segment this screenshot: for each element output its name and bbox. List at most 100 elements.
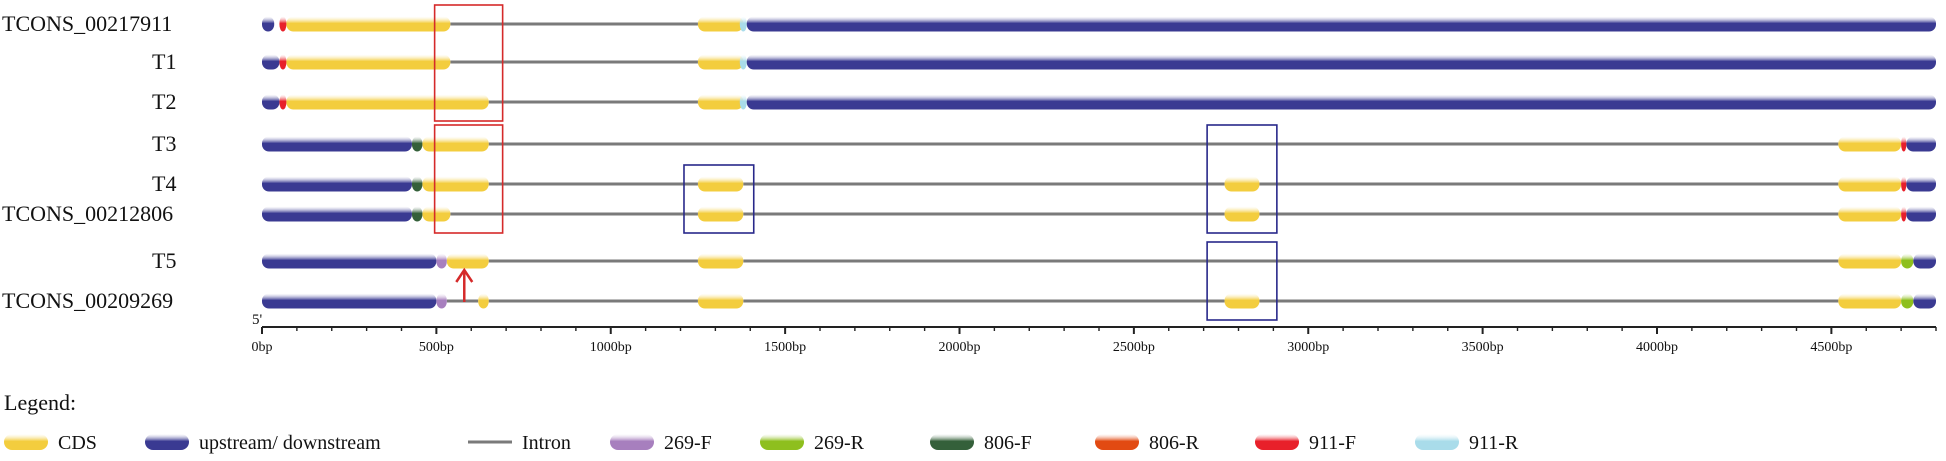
- legend-item: 269-F: [610, 432, 712, 454]
- f911-segment: [1901, 206, 1907, 222]
- cds-segment: [697, 16, 744, 32]
- transcript-label: T2: [152, 89, 176, 114]
- f911-segment: [279, 94, 287, 110]
- axis-tick-label: 3000bp: [1287, 340, 1329, 355]
- cds-segment: [286, 94, 489, 110]
- cds-segment: [478, 293, 489, 309]
- five-prime-label: 5': [252, 312, 263, 328]
- legend-swatch: [1095, 434, 1139, 450]
- legend-swatch: [4, 434, 48, 450]
- transcript-row: T3: [152, 131, 1936, 156]
- transcript-label: T5: [152, 248, 176, 273]
- legend-title: Legend:: [4, 390, 76, 415]
- cds-segment: [422, 176, 489, 192]
- blue-box: [683, 164, 755, 234]
- highlight-boxes: [433, 4, 1278, 321]
- cds-segment: [697, 293, 744, 309]
- cds-segment: [1838, 206, 1902, 222]
- legend-item: 911-F: [1255, 432, 1356, 454]
- legend-label: 911-R: [1469, 432, 1519, 454]
- legend-item: 806-R: [1095, 432, 1200, 454]
- legend-label: CDS: [58, 432, 97, 454]
- axis-tick-label: 3500bp: [1462, 340, 1504, 355]
- cds-segment: [697, 206, 744, 222]
- utr-segment: [262, 206, 412, 222]
- transcript-row: T2: [152, 89, 1937, 114]
- f269-segment: [436, 253, 447, 269]
- r911-segment: [739, 54, 747, 70]
- cds-segment: [1838, 176, 1902, 192]
- transcript-label: TCONS_00212806: [2, 201, 173, 226]
- cds-segment: [697, 253, 744, 269]
- axis-tick-label: 4500bp: [1810, 340, 1852, 355]
- f269-segment: [436, 293, 447, 309]
- cds-segment: [1224, 206, 1260, 222]
- cds-segment: [1838, 293, 1902, 309]
- legend-item: Intron: [468, 432, 571, 454]
- axis-tick-label: 500bp: [419, 340, 454, 355]
- legend-item: CDS: [4, 432, 97, 454]
- legend-swatch: [145, 434, 189, 450]
- cds-segment: [697, 176, 744, 192]
- utr-segment: [262, 16, 275, 32]
- transcript-label: T1: [152, 49, 176, 74]
- legend-swatch: [1415, 434, 1459, 450]
- axis-tick-label: 2500bp: [1113, 340, 1155, 355]
- transcript-row: T1: [152, 49, 1937, 74]
- blue-box: [1206, 241, 1278, 321]
- f911-segment: [1901, 176, 1907, 192]
- cds-segment: [1838, 136, 1902, 152]
- transcript-row: T5: [152, 248, 1936, 273]
- legend-swatch: [760, 434, 804, 450]
- f911-segment: [1901, 136, 1907, 152]
- f806-segment: [411, 176, 423, 192]
- transcript-label: TCONS_00217911: [2, 11, 172, 36]
- utr-segment: [262, 293, 437, 309]
- transcript-label: T3: [152, 131, 176, 156]
- legend-item: upstream/ downstream: [145, 432, 381, 454]
- utr-segment: [1913, 253, 1936, 269]
- utr-segment: [262, 54, 280, 70]
- position-arrow: [455, 267, 474, 302]
- legend-item: 911-R: [1415, 432, 1519, 454]
- f911-segment: [279, 54, 287, 70]
- transcript-row: TCONS_00212806: [2, 201, 1936, 226]
- legend-swatch: [610, 434, 654, 450]
- r269-segment: [1901, 253, 1914, 269]
- cds-segment: [1224, 293, 1260, 309]
- cds-segment: [697, 54, 744, 70]
- f911-segment: [279, 16, 287, 32]
- axis-tick-label: 2000bp: [939, 340, 981, 355]
- cds-segment: [422, 206, 451, 222]
- axis-tick-label: 1000bp: [590, 340, 632, 355]
- cds-segment: [446, 253, 489, 269]
- axis-tick-label: 0bp: [252, 340, 273, 355]
- utr-segment: [1906, 176, 1936, 192]
- legend-label: Intron: [522, 432, 571, 454]
- axis-tick-label: 4000bp: [1636, 340, 1678, 355]
- legend-swatch: [1255, 434, 1299, 450]
- transcript-row: TCONS_00209269: [2, 288, 1936, 313]
- legend-label: 269-F: [664, 432, 712, 454]
- utr-segment: [746, 16, 1937, 32]
- utr-segment: [1906, 136, 1936, 152]
- f806-segment: [411, 206, 423, 222]
- arrow-head-icon: [455, 267, 474, 283]
- transcript-label: T4: [152, 171, 176, 196]
- transcript-row: TCONS_00217911: [2, 11, 1937, 36]
- red-box: [433, 4, 504, 122]
- legend-label: 269-R: [814, 432, 865, 454]
- legend-label: 806-R: [1149, 432, 1200, 454]
- legend: Legend: CDS upstream/ downstream Intron 269-…: [4, 390, 1519, 454]
- r269-segment: [1901, 293, 1914, 309]
- utr-segment: [746, 94, 1937, 110]
- cds-segment: [697, 94, 744, 110]
- transcript-label: TCONS_00209269: [2, 288, 173, 313]
- legend-label: 806-F: [984, 432, 1032, 454]
- transcript-row: T4: [152, 171, 1936, 196]
- utr-segment: [1913, 293, 1936, 309]
- blue-box: [1206, 124, 1278, 234]
- utr-segment: [1906, 206, 1936, 222]
- bp-axis: 0bp 500bp 1000bp 1500bp 2000bp 2500bp 3000bp 35…: [252, 312, 1937, 355]
